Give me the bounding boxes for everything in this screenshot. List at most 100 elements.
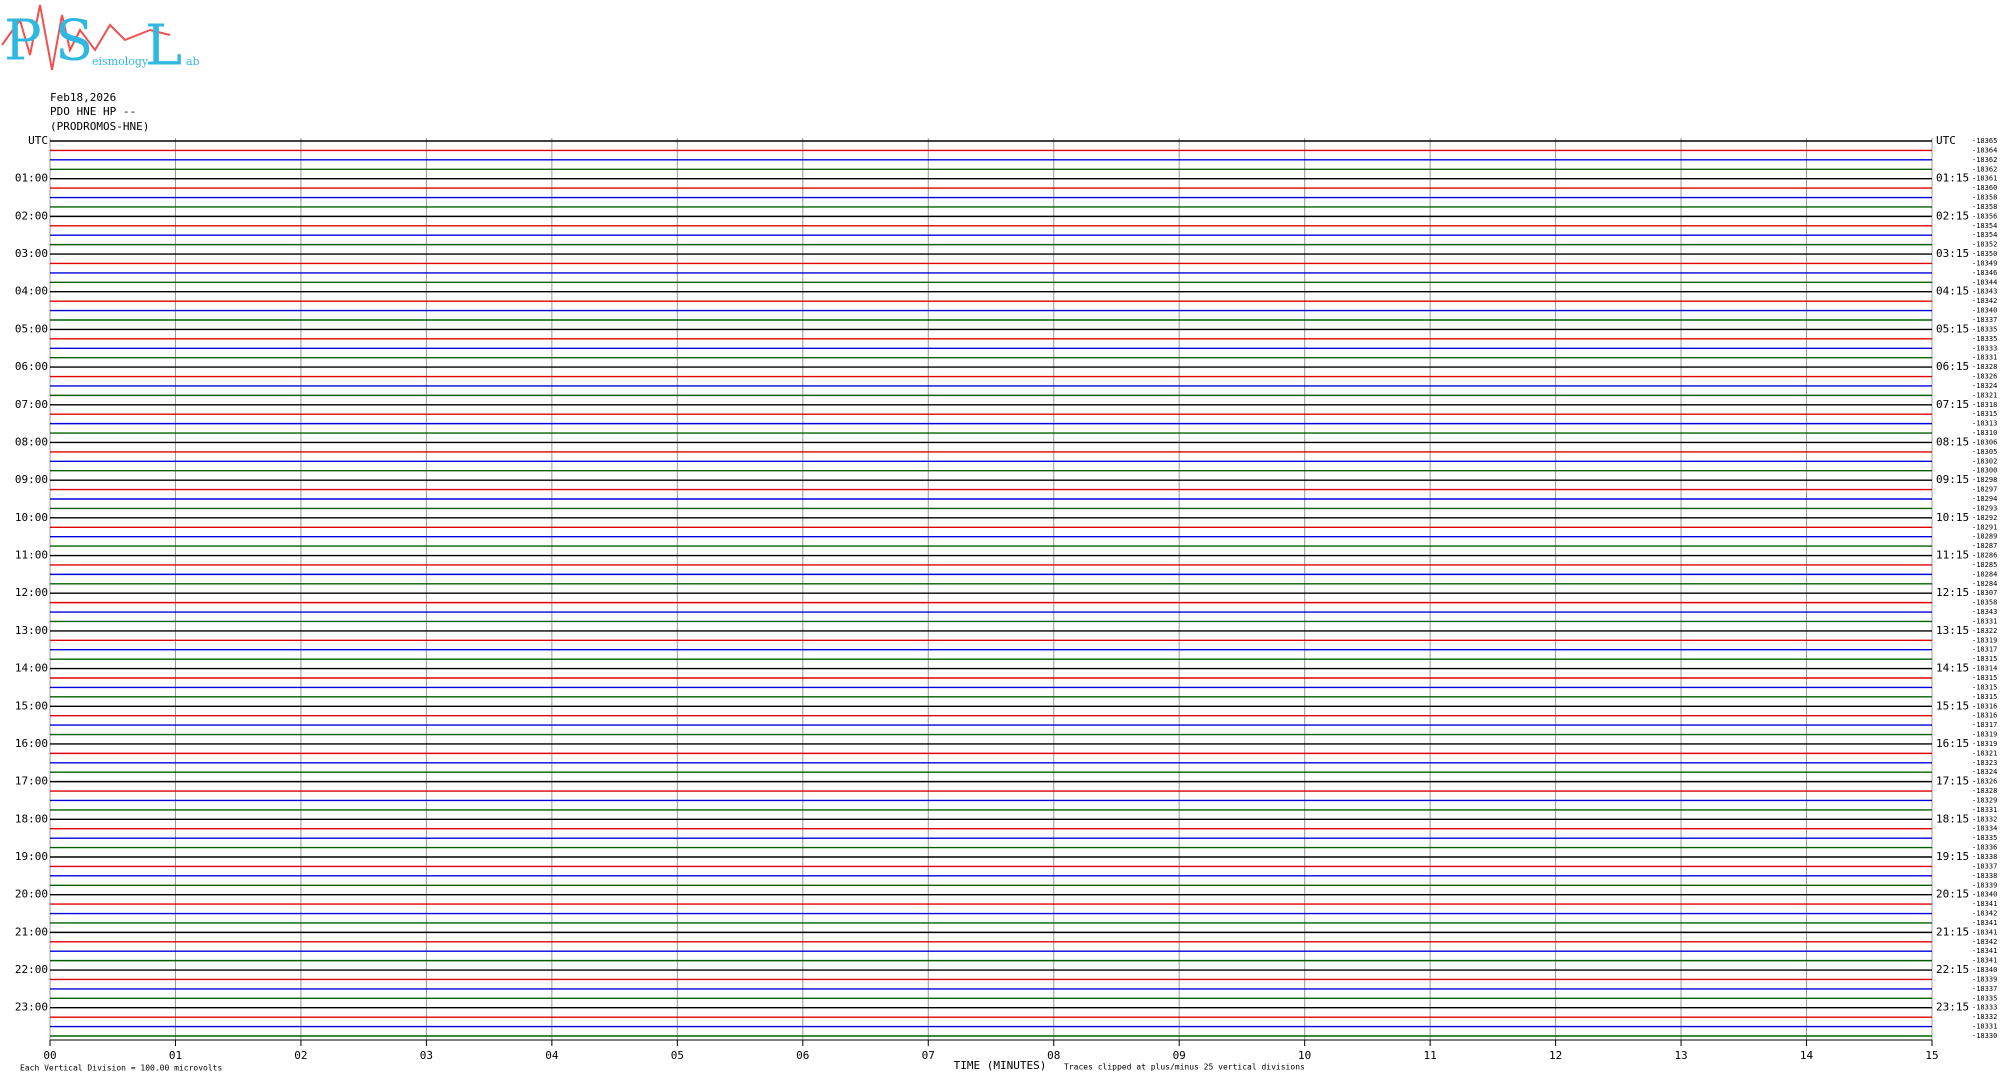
trace-offset: -18335 bbox=[1972, 335, 1997, 343]
trace-offset: -18319 bbox=[1972, 636, 1997, 644]
trace-offset: -18284 bbox=[1972, 580, 1997, 588]
trace-offset: -18305 bbox=[1972, 448, 1997, 456]
trace-offset: -18340 bbox=[1972, 966, 1997, 974]
trace-offset: -18291 bbox=[1972, 523, 1997, 531]
left-time-label: 11:00 bbox=[15, 549, 48, 562]
footer-right: Traces clipped at plus/minus 25 vertical… bbox=[1064, 1063, 1305, 1072]
left-time-label: 10:00 bbox=[15, 511, 48, 524]
trace-offset: -18316 bbox=[1972, 702, 1997, 710]
right-time-label: 19:15 bbox=[1936, 850, 1969, 863]
x-tick-label: 11 bbox=[1424, 1049, 1437, 1062]
right-time-label: 04:15 bbox=[1936, 285, 1969, 298]
x-tick-label: 00 bbox=[43, 1049, 56, 1062]
right-time-label: 06:15 bbox=[1936, 360, 1969, 373]
x-tick-label: 04 bbox=[545, 1049, 559, 1062]
trace-offset: -18346 bbox=[1972, 269, 1997, 277]
trace-offset: -18332 bbox=[1972, 1013, 1997, 1021]
trace-offset: -18300 bbox=[1972, 467, 1997, 475]
trace-offset: -18361 bbox=[1972, 175, 1997, 183]
trace-offset: -18331 bbox=[1972, 806, 1997, 814]
trace-offset: -18331 bbox=[1972, 354, 1997, 362]
left-time-label: 23:00 bbox=[15, 1001, 48, 1014]
trace-offset: -18326 bbox=[1972, 373, 1997, 381]
x-tick-label: 06 bbox=[796, 1049, 809, 1062]
trace-offset: -18342 bbox=[1972, 910, 1997, 918]
trace-offset: -18340 bbox=[1972, 891, 1997, 899]
x-tick-label: 07 bbox=[922, 1049, 935, 1062]
right-time-label: 13:15 bbox=[1936, 624, 1969, 637]
trace-offset: -18342 bbox=[1972, 938, 1997, 946]
x-tick-label: 14 bbox=[1800, 1049, 1814, 1062]
trace-offset: -18315 bbox=[1972, 683, 1997, 691]
left-time-label: 05:00 bbox=[15, 322, 48, 335]
x-tick-label: 02 bbox=[294, 1049, 307, 1062]
trace-offset: -18319 bbox=[1972, 731, 1997, 739]
trace-offset: -18334 bbox=[1972, 825, 1997, 833]
header-line: PDO HNE HP -- bbox=[50, 105, 136, 118]
trace-offset: -18318 bbox=[1972, 401, 1997, 409]
trace-offset: -18354 bbox=[1972, 231, 1997, 239]
left-time-label: 12:00 bbox=[15, 586, 48, 599]
trace-offset: -18292 bbox=[1972, 514, 1997, 522]
trace-offset: -18302 bbox=[1972, 457, 1997, 465]
right-time-label: 01:15 bbox=[1936, 172, 1969, 185]
trace-offset: -18317 bbox=[1972, 646, 1997, 654]
trace-offset: -18356 bbox=[1972, 212, 1997, 220]
left-time-label: UTC bbox=[28, 134, 48, 147]
trace-offset: -18287 bbox=[1972, 542, 1997, 550]
trace-offset: -18341 bbox=[1972, 957, 1997, 965]
trace-offset: -18315 bbox=[1972, 674, 1997, 682]
left-time-label: 17:00 bbox=[15, 775, 48, 788]
trace-offset: -18339 bbox=[1972, 975, 1997, 983]
left-time-label: 02:00 bbox=[15, 209, 48, 222]
right-time-label: 21:15 bbox=[1936, 925, 1969, 938]
trace-offset: -18343 bbox=[1972, 288, 1997, 296]
trace-offset: -18306 bbox=[1972, 438, 1997, 446]
trace-offset: -18286 bbox=[1972, 552, 1997, 560]
trace-offset: -18335 bbox=[1972, 325, 1997, 333]
trace-offset: -18341 bbox=[1972, 928, 1997, 936]
left-time-label: 09:00 bbox=[15, 473, 48, 486]
trace-offset: -18328 bbox=[1972, 787, 1997, 795]
left-time-label: 16:00 bbox=[15, 737, 48, 750]
trace-offset: -18362 bbox=[1972, 165, 1997, 173]
trace-offset: -18322 bbox=[1972, 627, 1997, 635]
trace-offset: -18342 bbox=[1972, 297, 1997, 305]
trace-offset: -18315 bbox=[1972, 655, 1997, 663]
trace-offset: -18349 bbox=[1972, 259, 1997, 267]
right-time-label: 23:15 bbox=[1936, 1001, 1969, 1014]
left-time-label: 07:00 bbox=[15, 398, 48, 411]
trace-offset: -18337 bbox=[1972, 862, 1997, 870]
right-time-label: 14:15 bbox=[1936, 662, 1969, 675]
trace-offset: -18352 bbox=[1972, 241, 1997, 249]
right-time-label: 20:15 bbox=[1936, 888, 1969, 901]
logo-word: eismology bbox=[92, 55, 149, 68]
right-time-label: 16:15 bbox=[1936, 737, 1969, 750]
right-time-label: 07:15 bbox=[1936, 398, 1969, 411]
trace-offset: -18316 bbox=[1972, 712, 1997, 720]
trace-offset: -18341 bbox=[1972, 947, 1997, 955]
trace-offset: -18328 bbox=[1972, 363, 1997, 371]
trace-offset: -18319 bbox=[1972, 740, 1997, 748]
trace-offset: -18297 bbox=[1972, 486, 1997, 494]
logo-wave bbox=[1, 4, 171, 71]
left-time-label: 13:00 bbox=[15, 624, 48, 637]
x-tick-label: 12 bbox=[1549, 1049, 1562, 1062]
trace-offset: -18338 bbox=[1972, 872, 1997, 880]
trace-offset: -18333 bbox=[1972, 1004, 1997, 1012]
trace-offset: -18329 bbox=[1972, 796, 1997, 804]
trace-offset: -18289 bbox=[1972, 533, 1997, 541]
trace-offset: -18294 bbox=[1972, 495, 1997, 503]
trace-offset: -18358 bbox=[1972, 194, 1997, 202]
right-time-label: 05:15 bbox=[1936, 322, 1969, 335]
left-time-label: 20:00 bbox=[15, 888, 48, 901]
trace-offset: -18323 bbox=[1972, 759, 1997, 767]
trace-offset: -18360 bbox=[1972, 184, 1997, 192]
right-time-label: 11:15 bbox=[1936, 549, 1969, 562]
right-time-label: 12:15 bbox=[1936, 586, 1969, 599]
x-tick-label: 08 bbox=[1047, 1049, 1060, 1062]
trace-offset: -18365 bbox=[1972, 137, 1997, 145]
footer-left: Each Vertical Division = 100.00 microvol… bbox=[20, 1064, 222, 1073]
trace-offset: -18336 bbox=[1972, 844, 1997, 852]
